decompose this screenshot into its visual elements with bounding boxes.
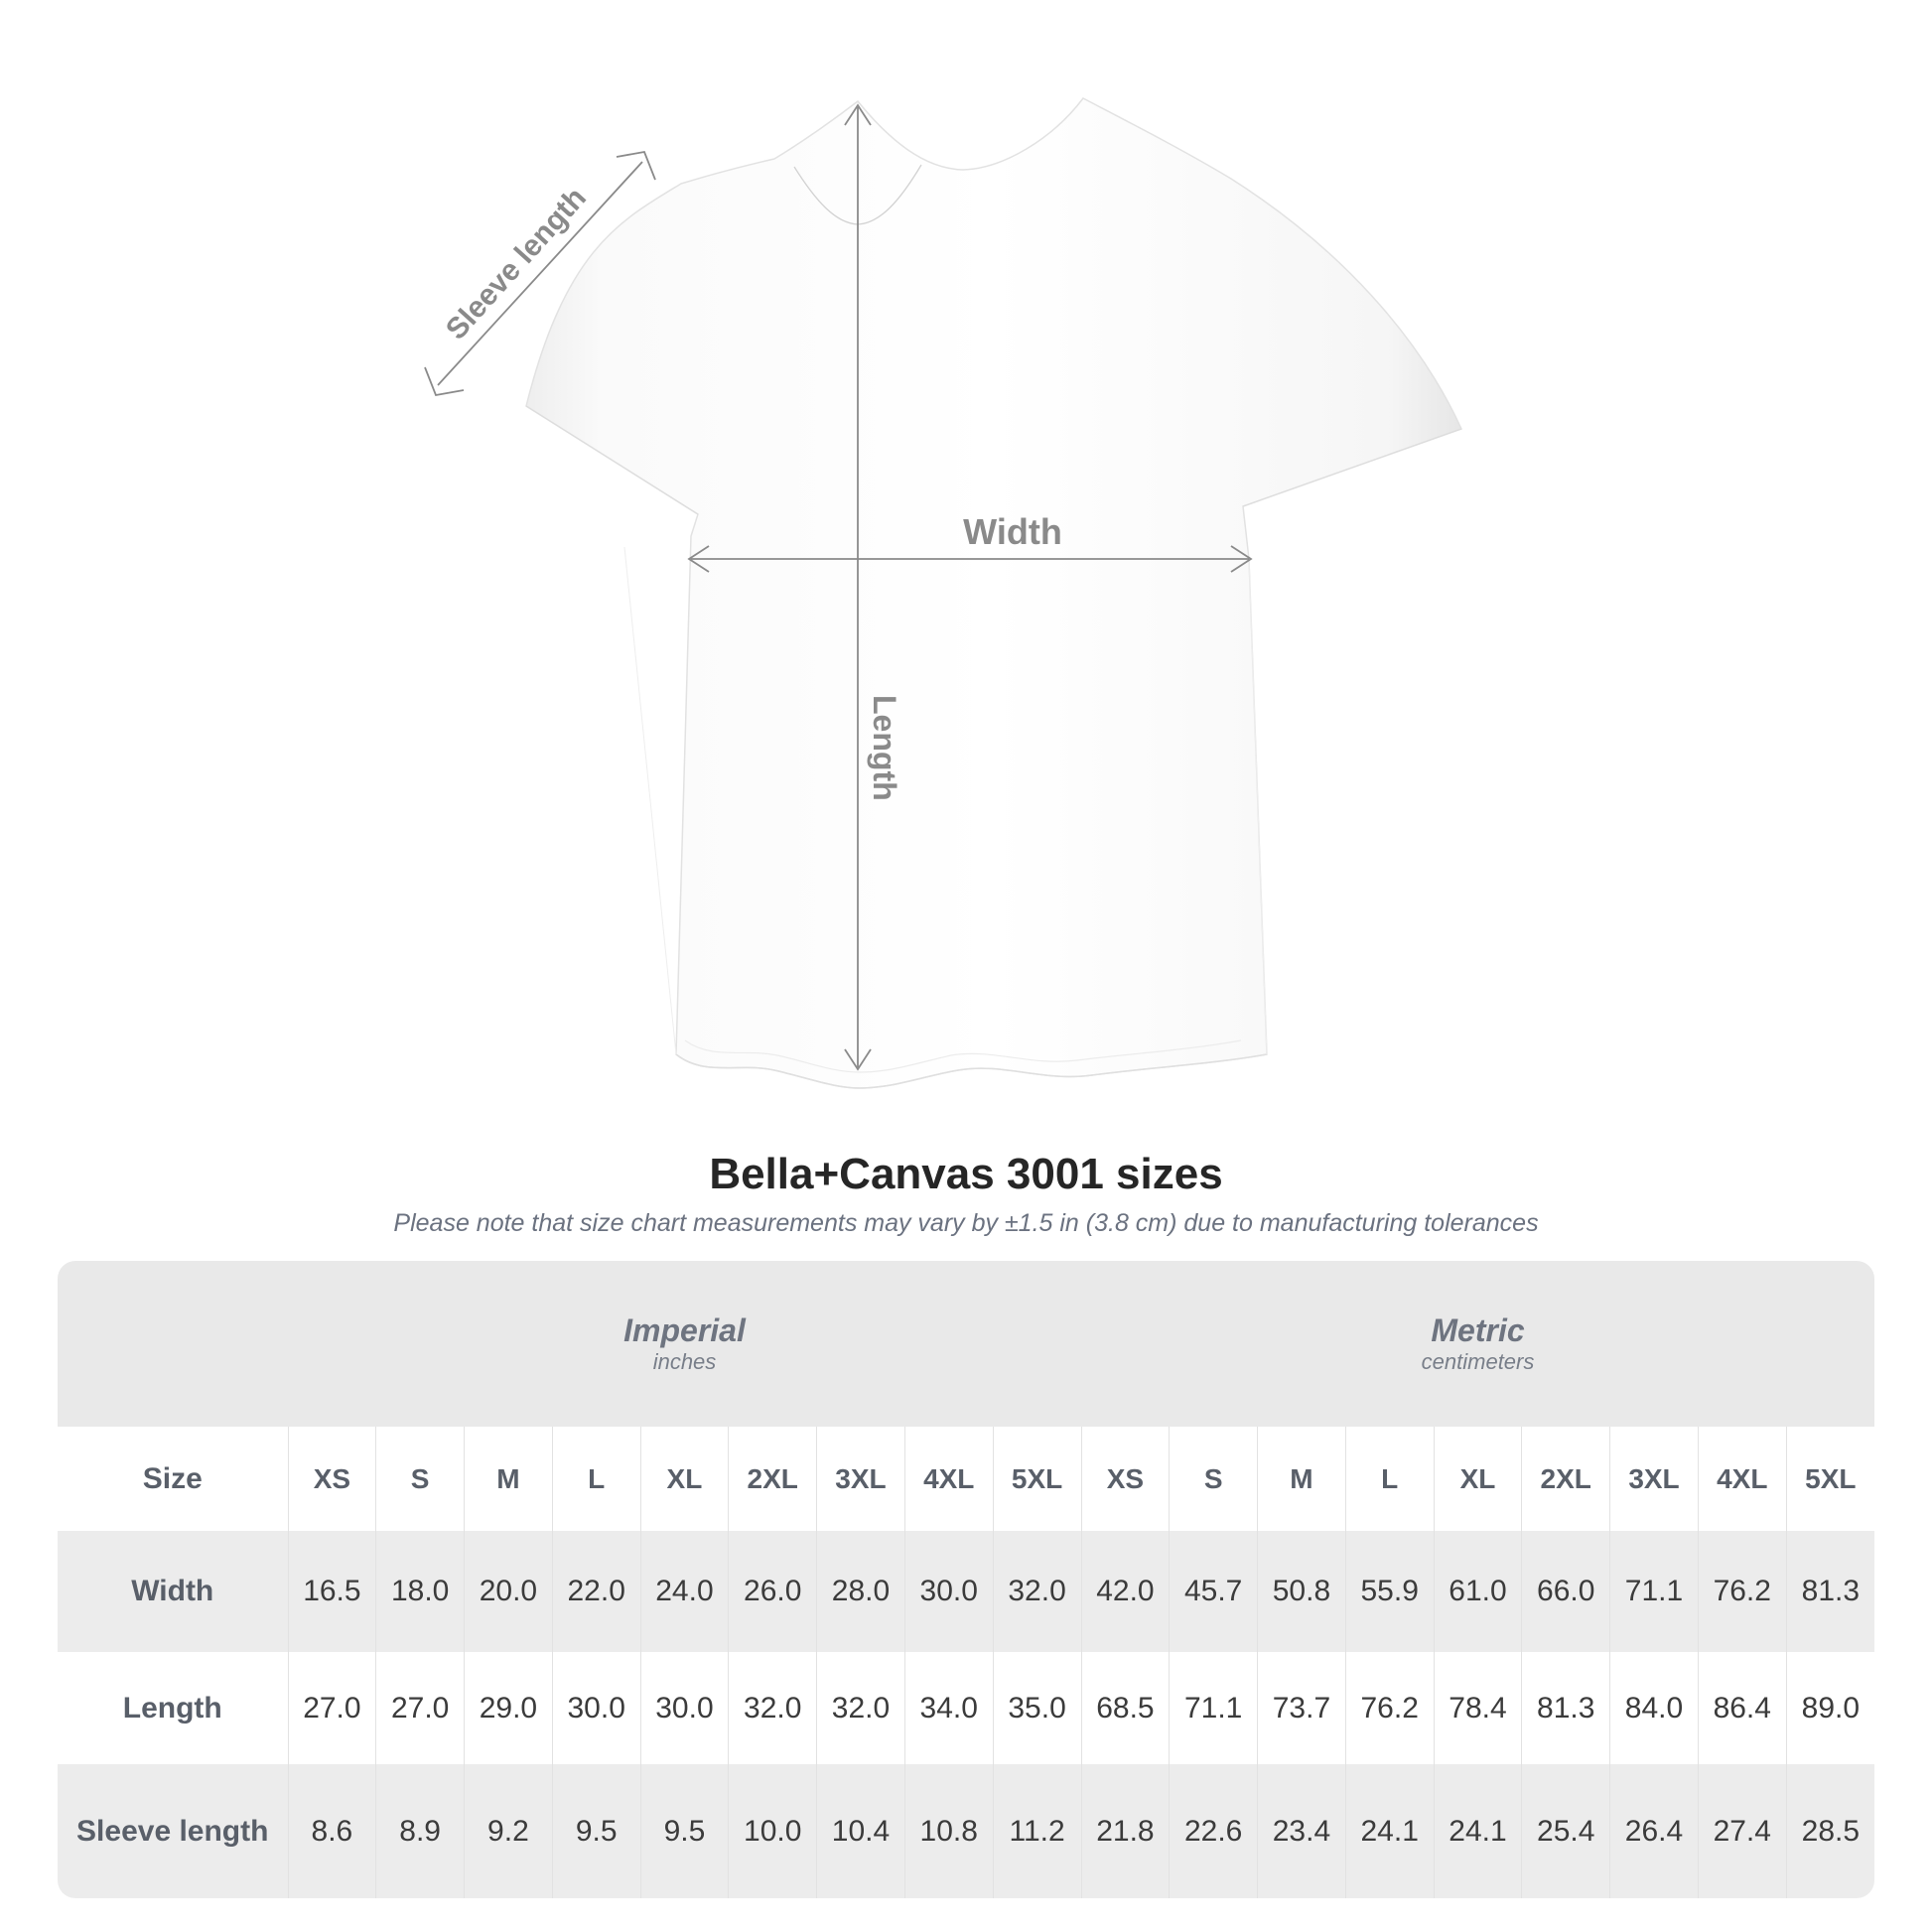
svg-text:Width: Width: [963, 511, 1062, 552]
svg-text:Length: Length: [867, 695, 902, 801]
